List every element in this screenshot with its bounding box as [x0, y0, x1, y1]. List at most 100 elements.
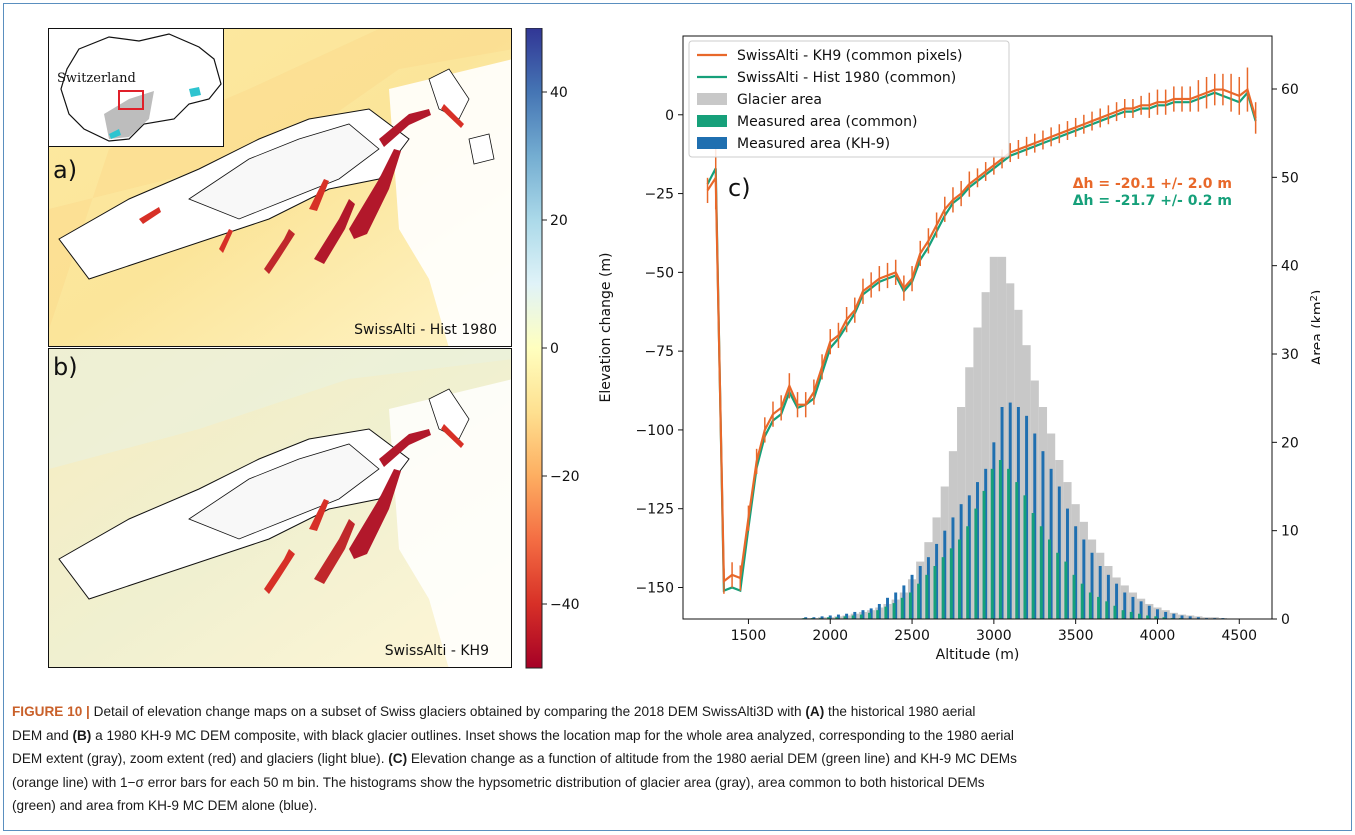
panel-b-label: b): [53, 353, 78, 381]
y2-tick-label: 20: [1281, 435, 1299, 451]
kh9-area-bar: [1025, 415, 1029, 619]
colorbar: 40 20 0 −20 −40: [525, 28, 580, 669]
common-area-bar: [990, 468, 994, 619]
panel-b-caption: SwissAlti - KH9: [384, 643, 489, 659]
caption-text: Detail of elevation change maps on a sub…: [89, 704, 806, 719]
y-tick-label: −75: [644, 344, 674, 360]
caption-text: the historical 1980 aerial: [824, 704, 976, 719]
x-tick-label: 1500: [731, 628, 767, 644]
kh9-area-bar: [959, 504, 963, 619]
common-area-bar: [851, 615, 855, 619]
x-tick-label: 3000: [976, 628, 1012, 644]
legend-patch-swatch: [697, 93, 727, 105]
kh9-area-bar: [926, 557, 930, 619]
common-area-bar: [958, 539, 961, 619]
kh9-area-bar: [1066, 508, 1069, 619]
inset-label: Switzerland: [57, 71, 136, 86]
common-area-bar: [859, 614, 863, 619]
common-area-bar: [925, 574, 929, 619]
kh9-area-bar: [836, 614, 840, 619]
caption-ref-c: (C): [388, 751, 408, 766]
caption-line-3: DEM extent (gray), zoom extent (red) and…: [12, 747, 1342, 771]
kh9-area-bar: [853, 611, 857, 619]
kh9-area-bar: [1155, 609, 1159, 619]
common-area-bar: [1072, 574, 1076, 619]
legend-patch-swatch: [697, 115, 727, 127]
common-area-bar: [1146, 615, 1150, 619]
caption-ref-a: (A): [805, 704, 825, 719]
common-area-bar: [1015, 482, 1019, 619]
common-area-bar: [908, 592, 912, 619]
kh9-area-bar: [1172, 613, 1176, 619]
kh9-area-bar: [1090, 552, 1094, 619]
kh9-area-bar: [935, 543, 939, 619]
figure-frame: [3, 3, 1352, 831]
kh9-area-bar: [886, 597, 889, 619]
legend-box: [688, 40, 1010, 158]
y-tick-label: −25: [644, 187, 674, 203]
x-tick-label: 4000: [1140, 628, 1176, 644]
legend-label: Glacier area: [737, 92, 822, 108]
caption-text: DEM extent (gray), zoom extent (red) and…: [12, 751, 389, 766]
kh9-area-bar: [992, 442, 996, 619]
caption-line-5: (green) and area from KH-9 MC DEM alone …: [12, 798, 318, 813]
map-panel-a: a) SwissAlti - Hist 1980: [48, 28, 512, 347]
common-area-bar: [917, 583, 921, 619]
kh9-area-bar: [877, 603, 881, 619]
common-area-bar: [974, 508, 978, 619]
kh9-area-bar: [1106, 574, 1110, 619]
common-area-bar: [1113, 605, 1117, 619]
glacier-area-bar: [981, 292, 990, 619]
kh9-area-bar: [1123, 592, 1127, 619]
elevation-map-a: [49, 29, 511, 346]
caption-text: Elevation change as a function of altitu…: [407, 751, 1017, 766]
kh9-area-bar: [869, 608, 873, 619]
x-tick-label: 3500: [1058, 628, 1094, 644]
kh9-area-bar: [967, 495, 971, 619]
location-inset: Switzerland: [48, 28, 224, 147]
figure-caption: FIGURE 10 | Detail of elevation change m…: [12, 700, 1342, 818]
kh9-area-bar: [1000, 407, 1004, 619]
x-tick-label: 2000: [812, 628, 848, 644]
kh9-area-bar: [984, 468, 988, 619]
plot-frame: [682, 35, 1273, 620]
x-axis-label: Altitude (m): [936, 647, 1020, 663]
caption-line-1: FIGURE 10 | Detail of elevation change m…: [12, 700, 1342, 724]
caption-line-4: (orange line) with 1−σ error bars for ea…: [12, 774, 985, 790]
panel-a-caption: SwissAlti - Hist 1980: [354, 322, 497, 338]
common-area-bar: [1097, 596, 1101, 619]
caption-text: a 1980 KH-9 MC DEM composite, with black…: [91, 727, 1014, 743]
kh9-area-bar: [1147, 605, 1151, 619]
kh9-area-bar: [845, 613, 849, 619]
area-histograms: [801, 256, 1228, 619]
kh9-area-bar: [918, 566, 922, 619]
common-area-bar: [884, 606, 888, 619]
panel-a-label: a): [53, 156, 78, 184]
common-area-bar: [1080, 583, 1084, 619]
colorbar-tick-label: 0: [550, 341, 559, 357]
kh9-area-bar: [820, 616, 824, 619]
kh9-area-bar: [812, 617, 816, 619]
kh9-area-bar: [1041, 451, 1045, 619]
kh9-area-bar: [951, 517, 955, 619]
y-tick-label: −125: [636, 502, 674, 518]
kh9-area-bar: [861, 610, 865, 619]
panel-c-label: c): [728, 174, 751, 202]
kh9-area-bar: [910, 574, 914, 619]
common-area-bar: [1031, 513, 1035, 619]
common-area-bar: [827, 617, 831, 619]
common-area-bar: [1023, 495, 1027, 619]
common-area-bar: [900, 597, 904, 619]
kh9-area-bar: [1049, 468, 1053, 619]
colorbar-gradient: [525, 28, 543, 669]
common-area-bar: [1138, 613, 1141, 619]
common-area-bar: [1129, 611, 1133, 619]
colorbar-tick-label: −40: [550, 597, 580, 613]
y2-tick-label: 0: [1281, 612, 1290, 628]
kh9-area-bar: [1033, 433, 1037, 619]
switzerland-outline: [60, 33, 222, 142]
kh9-area-bar: [1180, 615, 1184, 619]
elevation-change-chart: 1500 2000 2500 3000 3500 4000 4500 0 −25 −50 −75 −1…: [598, 35, 1320, 663]
caption-line-2: DEM and (B) a 1980 KH-9 MC DEM composite…: [12, 724, 1342, 748]
figure-label: FIGURE 10 |: [12, 704, 90, 719]
